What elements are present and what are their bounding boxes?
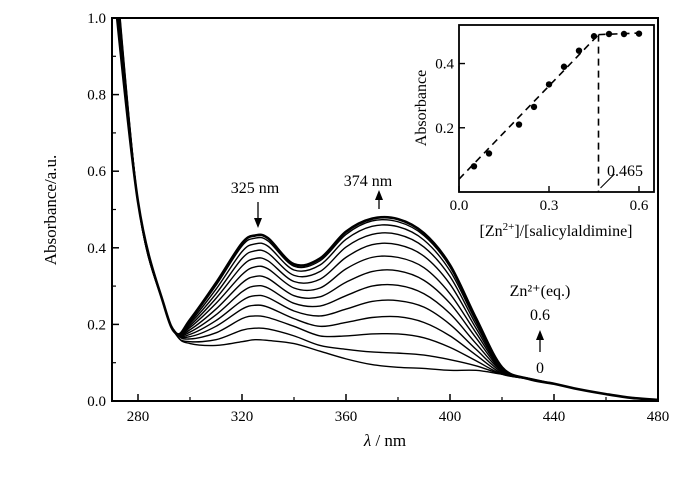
inset-data-point bbox=[470, 163, 478, 170]
peak-325-label: 325 nm bbox=[231, 180, 280, 197]
peak-325-arrowhead bbox=[254, 218, 262, 228]
main-x-axis-title: λ / nm bbox=[363, 431, 406, 450]
inset-fit-line bbox=[458, 34, 600, 180]
inset-data-series bbox=[458, 30, 643, 192]
inset-data-point bbox=[590, 33, 598, 40]
main-x-axis-title-text: λ / nm bbox=[363, 431, 406, 450]
main-x-tick-label: 360 bbox=[335, 409, 358, 425]
inset-intersection-label: 0.465 bbox=[607, 163, 643, 180]
spectrum-line bbox=[115, 18, 658, 401]
inset-data-point bbox=[635, 30, 643, 37]
main-x-tick-label: 400 bbox=[439, 409, 462, 425]
peak-374-arrowhead bbox=[375, 190, 383, 200]
inset-x-axis-title-text: [Zn2+]/[salicylaldimine] bbox=[479, 221, 632, 240]
main-y-axis-title: Absorbance/a.u. bbox=[41, 155, 60, 265]
inset-x-tick-label: 0.0 bbox=[450, 198, 469, 214]
inset-data-point bbox=[515, 121, 523, 128]
zn-eq-label: Zn²⁺(eq.) bbox=[510, 283, 571, 300]
main-y-tick-label: 0.6 bbox=[87, 164, 106, 180]
main-y-tick-label: 0.2 bbox=[87, 317, 106, 333]
inset-data-point bbox=[530, 103, 538, 111]
inset-data-point bbox=[485, 150, 493, 157]
main-y-tick-label: 0.8 bbox=[87, 88, 106, 104]
main-y-tick-label: 1.0 bbox=[87, 11, 106, 27]
zn-eq-min-label: 0 bbox=[536, 360, 544, 377]
zn-eq-arrowhead bbox=[536, 330, 544, 340]
inset-data-point bbox=[620, 30, 628, 38]
inset-x-axis-title: [Zn2+]/[salicylaldimine] bbox=[479, 221, 632, 240]
inset-data-point bbox=[575, 47, 583, 54]
inset-plateau-line bbox=[598, 32, 640, 36]
inset-y-tick-label: 0.4 bbox=[435, 57, 454, 73]
inset-plot-frame bbox=[458, 24, 655, 193]
inset-y-axis-title: Absorbance bbox=[413, 70, 430, 146]
main-axis-ticks: 280 320 360 400 440 480 0.0 0.2 0.4 0.6 0.8 1.0 bbox=[87, 11, 669, 425]
zn-eq-max-label: 0.6 bbox=[530, 307, 550, 324]
main-x-tick-label: 440 bbox=[543, 409, 566, 425]
main-y-tick-label: 0.4 bbox=[87, 241, 106, 257]
inset-background bbox=[456, 20, 656, 207]
main-x-tick-label: 480 bbox=[647, 409, 670, 425]
inset-data-point bbox=[560, 63, 568, 70]
inset-label-leader bbox=[600, 173, 615, 189]
inset-y-tick-label: 0.2 bbox=[435, 121, 454, 137]
main-spectra-series bbox=[115, 18, 658, 401]
main-x-tick-label: 320 bbox=[231, 409, 254, 425]
inset-data-point bbox=[605, 30, 613, 38]
inset-axis-ticks: 0.0 0.3 0.6 0.2 0.4 bbox=[435, 57, 649, 214]
inset-x-tick-label: 0.3 bbox=[540, 198, 559, 214]
main-y-tick-label: 0.0 bbox=[87, 394, 106, 410]
inset-data-point bbox=[545, 81, 553, 88]
main-x-tick-label: 280 bbox=[127, 409, 150, 425]
peak-374-label: 374 nm bbox=[344, 173, 393, 190]
inset-x-tick-label: 0.6 bbox=[630, 198, 649, 214]
